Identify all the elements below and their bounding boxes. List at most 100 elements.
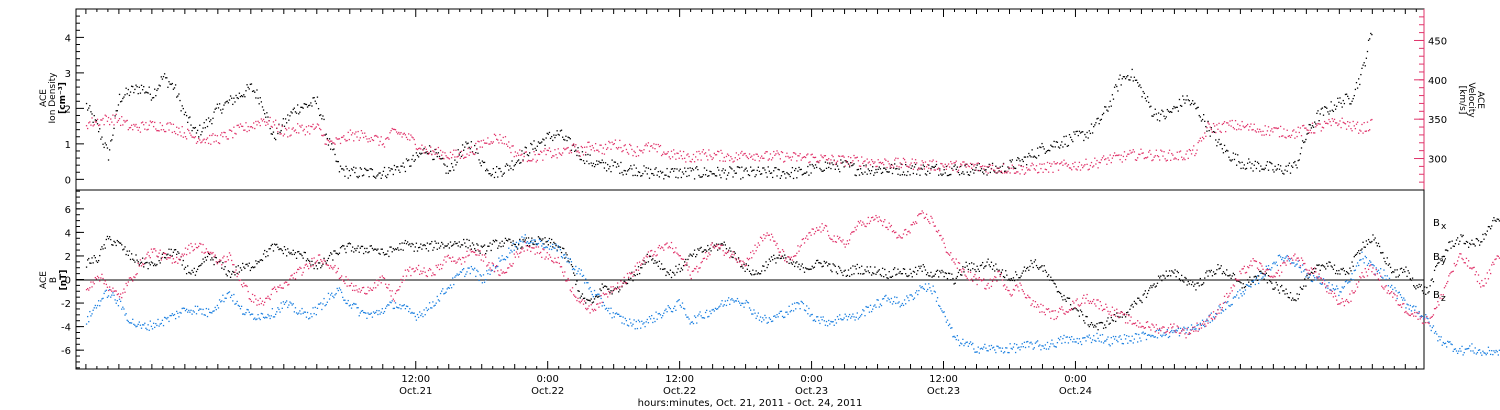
data-point	[919, 267, 921, 269]
data-point	[1088, 334, 1090, 336]
data-point	[988, 345, 990, 347]
data-point	[305, 103, 308, 106]
data-point	[527, 237, 530, 239]
data-point	[845, 161, 847, 163]
data-point	[1320, 130, 1322, 132]
data-point	[654, 148, 656, 150]
data-point	[835, 322, 838, 324]
data-point	[722, 305, 724, 307]
data-point	[656, 318, 658, 320]
data-point	[126, 319, 128, 321]
data-point	[1133, 151, 1136, 153]
data-point	[914, 292, 917, 294]
data-point	[753, 309, 755, 311]
data-point	[610, 290, 612, 292]
data-point	[398, 131, 400, 134]
data-point	[1388, 263, 1391, 265]
data-point	[550, 238, 553, 241]
data-point	[955, 160, 957, 162]
data-point	[603, 167, 606, 169]
data-point	[201, 131, 203, 133]
data-point	[662, 153, 664, 155]
data-point	[1342, 121, 1344, 124]
data-point	[1347, 95, 1349, 98]
data-point	[850, 267, 852, 269]
data-point	[187, 311, 189, 313]
data-point	[1436, 264, 1438, 267]
data-point	[866, 173, 868, 175]
data-point	[1021, 169, 1023, 171]
data-point	[896, 296, 898, 299]
data-point	[877, 270, 879, 272]
data-point	[1397, 276, 1399, 278]
data-point	[427, 250, 430, 252]
data-point	[394, 169, 397, 171]
data-point	[602, 301, 604, 304]
data-point	[818, 161, 820, 164]
data-point	[204, 256, 206, 259]
data-point	[973, 348, 975, 350]
data-point	[435, 302, 437, 304]
data-point	[539, 238, 542, 240]
data-point	[368, 251, 370, 253]
data-point	[479, 252, 481, 254]
data-point	[523, 155, 525, 158]
data-point	[632, 323, 634, 325]
data-point	[635, 155, 637, 158]
data-point	[1442, 255, 1444, 258]
data-point	[733, 160, 735, 162]
data-point	[459, 246, 462, 248]
data-point	[676, 152, 678, 154]
data-point	[1481, 241, 1483, 243]
data-point	[750, 166, 752, 168]
data-point	[329, 294, 332, 296]
data-point	[1193, 145, 1195, 147]
data-point	[202, 127, 204, 129]
data-point	[311, 126, 313, 128]
data-point	[566, 261, 568, 263]
data-point	[181, 307, 183, 310]
data-point	[552, 246, 554, 248]
data-point	[793, 152, 796, 154]
data-point	[552, 243, 554, 246]
data-point	[368, 138, 370, 140]
data-point	[389, 301, 391, 303]
data-point	[1036, 340, 1039, 342]
data-point	[992, 169, 995, 171]
data-point	[327, 139, 330, 142]
data-point	[897, 302, 899, 304]
data-point	[167, 86, 169, 88]
data-point	[163, 130, 166, 133]
data-point	[1483, 238, 1485, 240]
data-point	[1117, 315, 1119, 318]
data-point	[144, 92, 146, 94]
data-point	[532, 242, 534, 244]
data-point	[781, 171, 784, 173]
data-point	[768, 158, 770, 160]
data-point	[957, 339, 960, 341]
data-point	[975, 270, 977, 273]
data-point	[787, 173, 789, 175]
data-point	[930, 271, 932, 274]
data-point	[935, 160, 938, 163]
data-point	[486, 250, 488, 252]
data-point	[222, 136, 224, 138]
data-point	[1219, 143, 1221, 146]
data-point	[1416, 284, 1418, 287]
data-point	[1080, 311, 1083, 313]
data-point	[928, 283, 930, 285]
data-point	[587, 282, 589, 284]
data-point	[100, 300, 102, 302]
data-point	[845, 275, 847, 277]
data-point	[701, 151, 703, 153]
data-point	[1171, 111, 1173, 113]
data-point	[180, 135, 182, 137]
data-point	[1312, 268, 1315, 270]
data-point	[1289, 172, 1292, 174]
data-point	[702, 149, 705, 151]
data-point	[876, 299, 878, 301]
data-point	[852, 265, 854, 267]
data-point	[1178, 278, 1181, 280]
data-point	[633, 273, 635, 276]
data-point	[485, 170, 487, 172]
